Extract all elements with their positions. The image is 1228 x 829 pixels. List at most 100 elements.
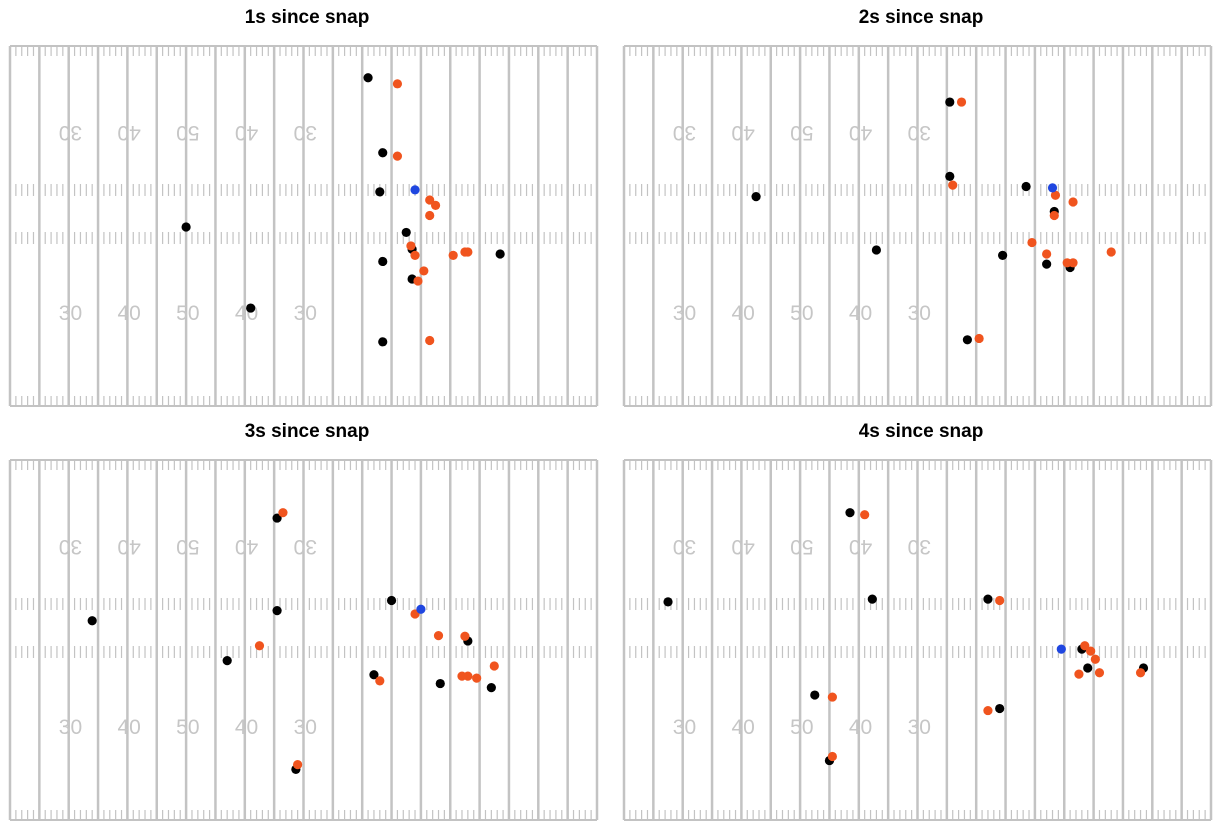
yard-number: 40 [235,302,258,325]
defense-point [1094,668,1105,678]
defense-point [293,760,303,770]
yard-number: 40 [235,535,258,558]
offense-point [378,256,388,267]
football-point [410,185,420,195]
yard-number: 50 [790,716,813,739]
yard-number: 30 [908,535,931,558]
defense-point [419,266,429,276]
field-markings: 30 30 40 40 50 50 40 40 30 30 [8,45,599,407]
offense-point [272,513,282,523]
yard-number: 30 [294,535,317,558]
defense-point [433,631,444,641]
yard-number: 30 [908,121,931,144]
panel-2: 2s since snap 30 30 40 40 50 50 40 40 30 30 [614,0,1228,414]
panel-1: 1s since snap 30 30 40 40 50 50 40 40 30 30 [0,0,614,414]
field-markings: 30 30 40 40 50 50 40 40 30 30 [622,459,1213,821]
football-field: 30 30 40 40 50 50 40 40 30 30 [622,459,1213,821]
player-markers [181,73,505,347]
defense-point [457,671,467,681]
yard-number: 30 [673,302,696,325]
offense-point [998,250,1008,260]
defense-point [1090,654,1100,664]
yard-number: 30 [59,121,82,144]
offense-point [375,187,385,197]
offense-point [181,222,191,232]
offense-point [401,227,411,238]
defense-point [1135,668,1146,678]
defense-point [254,641,265,651]
defense-point [413,276,423,286]
yard-number: 50 [790,302,813,325]
offense-point [810,690,820,700]
offense-point [363,73,373,83]
yard-number: 40 [849,716,872,739]
offense-point [222,656,232,666]
offense-point [1083,663,1093,673]
yard-number: 30 [908,302,931,325]
field-markings: 30 30 40 40 50 50 40 40 30 30 [8,459,599,821]
yard-number: 30 [908,716,931,739]
yard-number: 50 [790,121,813,144]
defense-point [1068,258,1078,268]
defense-point [375,676,385,686]
player-markers [751,97,1116,345]
offense-point [1021,181,1031,192]
yard-number: 40 [731,535,754,558]
yard-number: 30 [673,121,696,144]
panel-4: 4s since snap 30 30 40 40 50 50 40 40 30 30 [614,414,1228,828]
defense-point [472,673,482,683]
offense-point [962,335,972,345]
offense-point [663,597,673,607]
football-point [416,604,426,614]
defense-point [995,595,1005,606]
defense-point [827,692,837,702]
yard-number: 30 [294,302,317,325]
defense-point [948,180,958,190]
yard-number: 40 [849,535,872,558]
defense-point [392,79,403,89]
defense-point [460,631,470,641]
defense-point [974,333,984,344]
panel-title: 2s since snap [858,7,984,28]
defense-point [1106,247,1116,257]
defense-point [425,335,435,346]
yard-number: 30 [59,716,82,739]
yard-number: 30 [673,535,696,558]
defense-point [1050,190,1061,200]
offense-point [751,192,761,202]
offense-point [867,594,877,604]
defense-point [1049,210,1059,221]
yard-number: 50 [176,121,199,144]
offense-point [983,594,993,604]
defense-point [463,247,473,257]
player-markers [87,508,499,774]
yard-number: 40 [235,716,258,739]
yard-number: 50 [176,716,199,739]
yard-number: 40 [117,302,140,325]
yard-number: 30 [294,121,317,144]
yard-number: 40 [117,716,140,739]
panel-title: 1s since snap [244,7,370,28]
yard-number: 40 [731,121,754,144]
panel-title: 4s since snap [858,421,984,442]
defense-point [827,751,837,762]
offense-point [378,337,388,347]
yard-number: 30 [59,302,82,325]
yard-number: 40 [731,716,754,739]
football-field: 30 30 40 40 50 50 40 40 30 30 [8,45,599,407]
defense-point [489,661,499,671]
defense-point [983,705,993,716]
offense-point [495,249,505,259]
player-markers [663,508,1149,766]
defense-point [1068,197,1078,207]
yard-number: 30 [59,535,82,558]
defense-point [392,151,403,161]
offense-point [246,303,256,313]
defense-point [1074,669,1084,679]
defense-point [860,510,870,520]
yard-number: 40 [117,535,140,558]
football-point [1047,183,1058,193]
offense-point [1042,259,1052,269]
yard-number: 50 [176,535,199,558]
offense-point [87,616,97,626]
